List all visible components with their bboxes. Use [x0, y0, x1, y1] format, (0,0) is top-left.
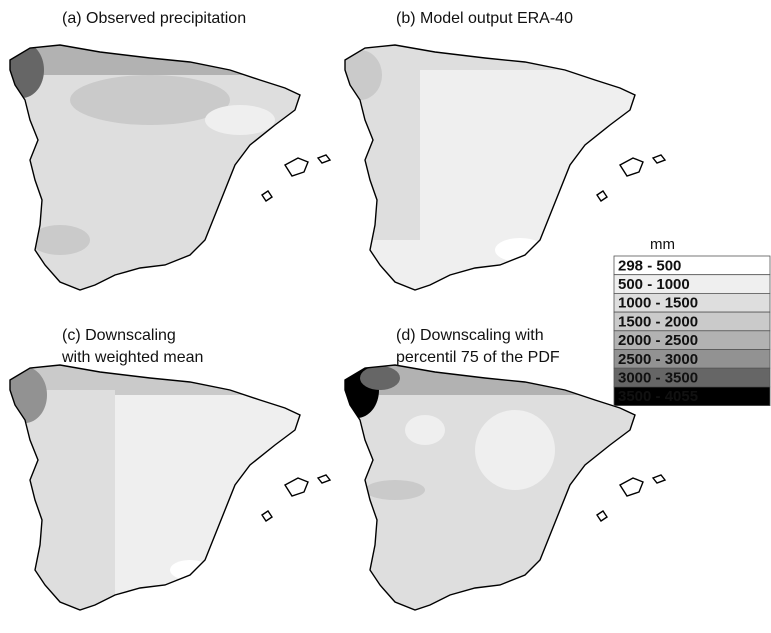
legend-label: 298 - 500 — [618, 257, 681, 274]
legend-label: 2500 - 3000 — [618, 351, 698, 368]
map-c — [9, 364, 331, 611]
legend-label: 2000 - 2500 — [618, 332, 698, 349]
legend-unit: mm — [650, 236, 675, 253]
panel-title: (d) Downscaling with — [396, 327, 544, 344]
map-a — [9, 44, 331, 291]
panel-title: (a) Observed precipitation — [62, 10, 246, 27]
legend-label: 1500 - 2000 — [618, 313, 698, 330]
legend-label: 3000 - 3500 — [618, 370, 698, 387]
panel-title: percentil 75 of the PDF — [396, 349, 560, 366]
panel-title: (b) Model output ERA-40 — [396, 10, 573, 27]
panel-title: with weighted mean — [61, 349, 203, 366]
panel-title: (c) Downscaling — [62, 327, 176, 344]
legend-label: 500 - 1000 — [618, 276, 690, 293]
legend-swatch — [613, 386, 771, 406]
legend-label: 3500 - 4055 — [618, 388, 698, 405]
legend-label: 1000 - 1500 — [618, 295, 698, 312]
